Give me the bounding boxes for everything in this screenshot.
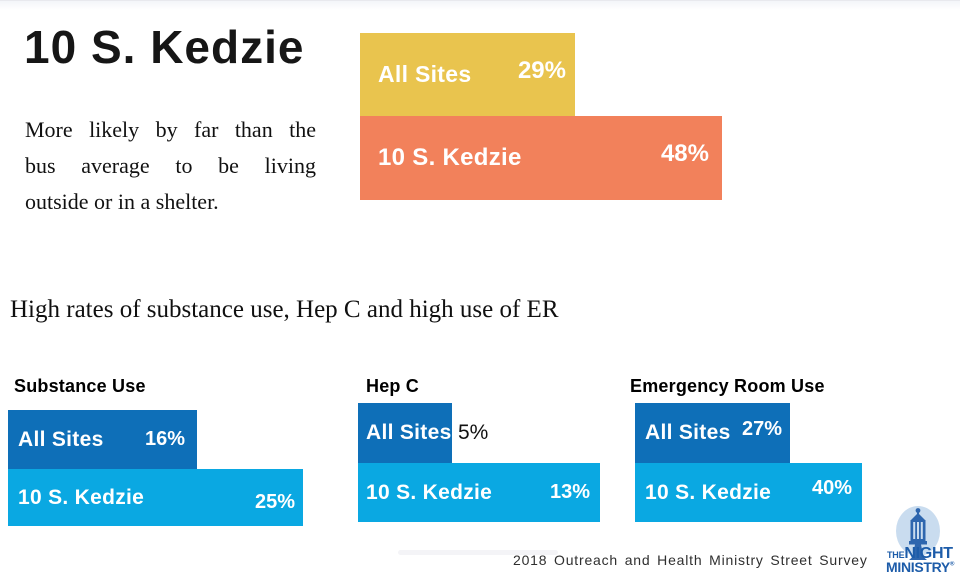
bar-value-label: 40% <box>811 477 852 499</box>
bar-category-label: All Sites <box>378 61 472 87</box>
intro-line-3: outside or in a shelter. <box>25 189 219 214</box>
bar-category-label: 10 S. Kedzie <box>18 485 145 509</box>
bar-category-label: All Sites <box>366 421 452 444</box>
bar-category-label: All Sites <box>18 427 104 451</box>
bar-value-label: 27% <box>741 417 782 440</box>
logo-text-line-1: THENIGHT <box>887 545 953 563</box>
bar-substance-all-sites: All Sites 16% <box>8 410 197 469</box>
bar-value-label: 16% <box>144 428 185 450</box>
logo-night: NIGHT <box>904 545 953 562</box>
logo-registered-mark: ® <box>949 561 955 568</box>
divider <box>398 550 558 555</box>
bar-hepc-kedzie: 10 S. Kedzie 13% <box>358 463 600 522</box>
logo-the: THE <box>887 550 905 560</box>
intro-line-2: bus average to be living <box>25 153 316 178</box>
section-heading: High rates of substance use, Hep C and h… <box>10 296 559 323</box>
slide-top-edge <box>0 0 960 10</box>
chart-title-substance-use: Substance Use <box>14 376 146 396</box>
bar-value-label: 48% <box>660 140 709 167</box>
logo-text-line-2: MINISTRY® <box>886 559 954 577</box>
chart-title-emergency-room-use: Emergency Room Use <box>630 376 825 396</box>
bar-category-label: 10 S. Kedzie <box>366 480 493 504</box>
bar-er-kedzie: 10 S. Kedzie 40% <box>635 463 862 522</box>
street-lantern-icon <box>896 506 940 560</box>
intro-text: More likely by far than the bus average … <box>25 112 316 220</box>
page-title: 10 S. Kedzie <box>24 21 305 73</box>
intro-line-1: More likely by far than the <box>25 117 316 142</box>
bar-value-label: 13% <box>549 481 590 503</box>
bar-category-label: 10 S. Kedzie <box>645 480 772 504</box>
bar-top-kedzie: 10 S. Kedzie 48% <box>360 116 722 200</box>
footer-source-note: 2018 Outreach and Health Ministry Street… <box>513 552 868 568</box>
bar-substance-kedzie: 10 S. Kedzie 25% <box>8 469 303 526</box>
night-ministry-logo: THENIGHT MINISTRY® <box>884 505 956 583</box>
bar-value-label: 25% <box>254 491 295 513</box>
bar-top-all-sites: All Sites 29% <box>360 33 575 116</box>
bar-category-label: 10 S. Kedzie <box>378 144 522 171</box>
bar-category-label: All Sites <box>645 421 731 444</box>
bar-hepc-all-sites: All Sites <box>358 403 452 463</box>
bar-value-label: 29% <box>517 56 566 84</box>
bar-er-all-sites: All Sites 27% <box>635 403 790 463</box>
logo-ministry: MINISTRY <box>886 559 950 575</box>
chart-title-hep-c: Hep C <box>366 376 420 396</box>
bar-value-label-outside: 5% <box>458 421 489 444</box>
